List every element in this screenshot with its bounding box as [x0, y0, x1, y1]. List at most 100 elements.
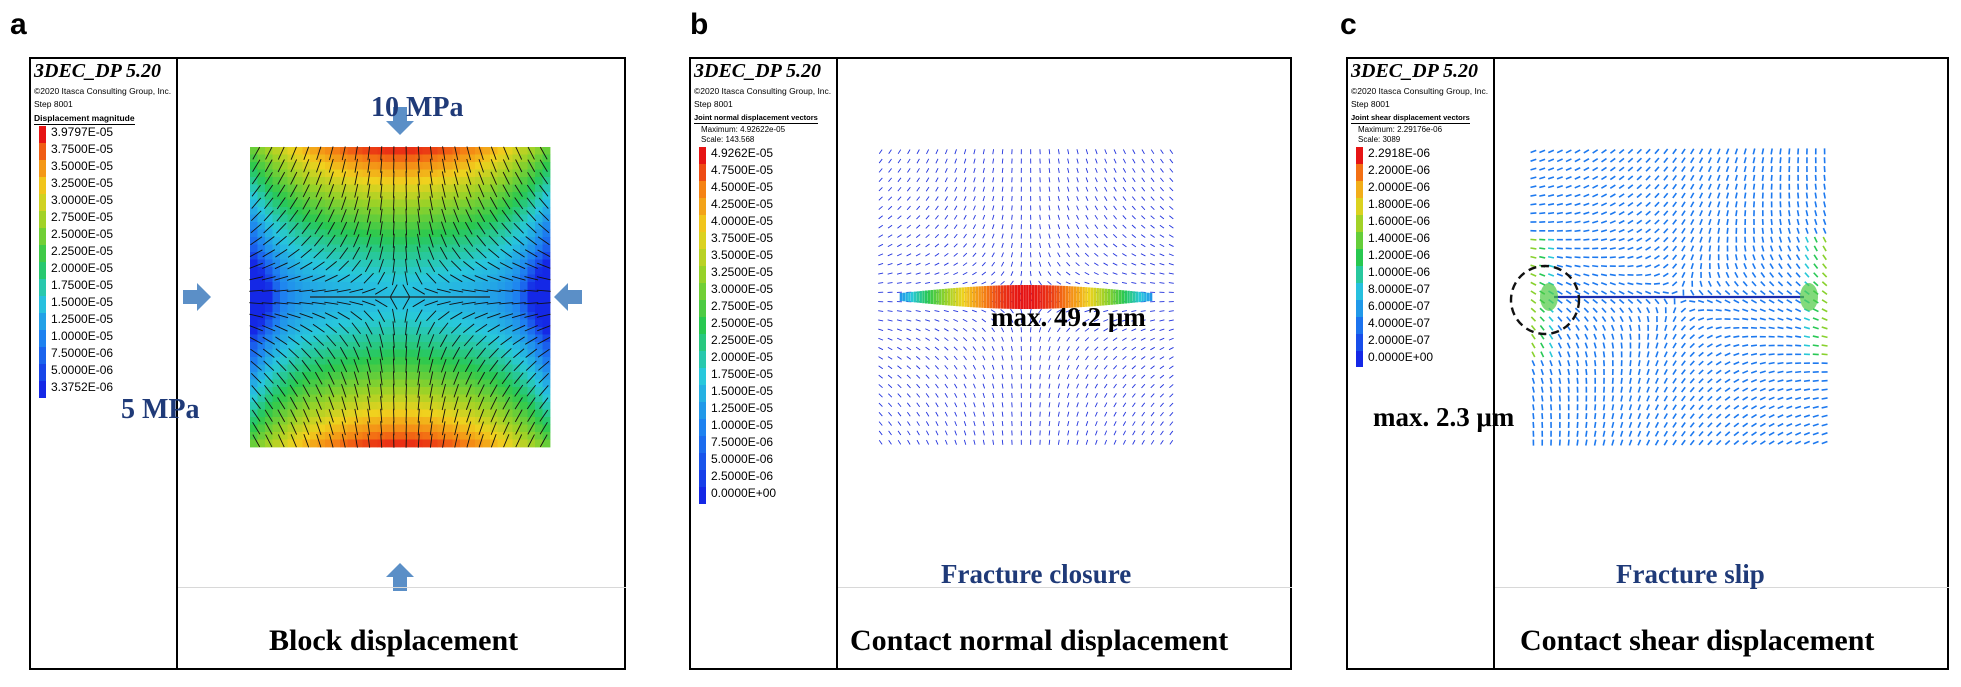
- legend-sidebar-a: 3DEC_DP 5.20 ©2020 Itasca Consulting Gro…: [31, 59, 178, 668]
- legend-label: 3.9797E-05: [51, 125, 114, 139]
- legend-swatch: [39, 143, 46, 160]
- max-annotation: max. 49.2 μm: [991, 302, 1146, 332]
- legend-swatch: [699, 385, 706, 402]
- legend-label: 1.5000E-05: [51, 295, 114, 309]
- legend-label: 4.9262E-05: [711, 146, 774, 160]
- legend-swatch: [1356, 198, 1363, 215]
- legend-label: 3.2500E-05: [711, 265, 774, 279]
- panel-letter-a: a: [10, 8, 27, 41]
- legend-swatch: [1356, 232, 1363, 249]
- app-title: 3DEC_DP 5.20: [1351, 60, 1479, 82]
- contact-shear-displacement-plot: [1509, 148, 1828, 446]
- contact-normal-displacement-plot: [878, 149, 1174, 445]
- legend-swatch: [699, 351, 706, 368]
- subtitle-fracture-slip: Fracture slip: [1616, 559, 1765, 589]
- legend-label: 4.5000E-05: [711, 180, 774, 194]
- legend-swatch: [1356, 300, 1363, 317]
- legend-label: 2.0000E-05: [51, 261, 114, 275]
- legend-swatch: [39, 364, 46, 381]
- separator-line: [1495, 587, 1949, 588]
- legend-label: 0.0000E+00: [711, 486, 777, 500]
- top-load-label: 10 MPa: [371, 92, 464, 123]
- legend-swatch: [699, 334, 706, 351]
- legend-swatch: [699, 266, 706, 283]
- legend-scale: Scale: 3089: [1358, 135, 1401, 144]
- legend-swatch: [699, 198, 706, 215]
- legend-label: 2.0000E-07: [1368, 333, 1431, 347]
- legend-label: 2.0000E-06: [1368, 180, 1431, 194]
- legend-swatch: [699, 419, 706, 436]
- legend-label: 7.5000E-06: [51, 346, 114, 360]
- legend-title: Joint normal displacement vectors: [694, 113, 818, 124]
- slip-tip-right: [1800, 283, 1818, 311]
- max-slip-circle: [1509, 264, 1581, 336]
- legend-swatch: [1356, 147, 1363, 164]
- app-title: 3DEC_DP 5.20: [34, 60, 162, 82]
- legend-label: 7.5000E-06: [711, 435, 774, 449]
- legend-swatch: [699, 215, 706, 232]
- legend-swatch: [699, 470, 706, 487]
- legend-label: 3.5000E-05: [711, 248, 774, 262]
- legend-label: 2.5000E-05: [51, 227, 114, 241]
- legend-swatch: [1356, 249, 1363, 266]
- step-label: Step 8001: [34, 99, 73, 109]
- legend-colorbar: [1356, 147, 1363, 367]
- legend-label: 1.2500E-05: [51, 312, 114, 326]
- legend-swatch: [39, 262, 46, 279]
- legend-label: 3.3752E-06: [51, 380, 114, 394]
- load-arrow-bottom: [386, 563, 414, 591]
- legend-label: 3.7500E-05: [711, 231, 774, 245]
- legend-swatch: [699, 317, 706, 334]
- legend-label: 8.0000E-07: [1368, 282, 1431, 296]
- displacement-vectors: [249, 146, 551, 448]
- legend-swatch: [39, 330, 46, 347]
- legend-colorbar: [39, 126, 46, 398]
- legend-swatch: [1356, 334, 1363, 351]
- step-label: Step 8001: [1351, 99, 1390, 109]
- legend-swatch: [39, 228, 46, 245]
- legend-swatch: [699, 164, 706, 181]
- caption-contact-normal: Contact normal displacement: [850, 624, 1229, 657]
- legend-swatch: [699, 283, 706, 300]
- legend-swatch: [39, 177, 46, 194]
- legend-swatch: [699, 249, 706, 266]
- side-load-label: 5 MPa: [121, 394, 200, 425]
- legend-swatch: [699, 232, 706, 249]
- legend-label: 1.5000E-05: [711, 384, 774, 398]
- legend-label: 1.8000E-06: [1368, 197, 1431, 211]
- legend-swatch: [39, 245, 46, 262]
- legend-swatch: [39, 313, 46, 330]
- legend-swatch: [39, 194, 46, 211]
- copyright-text: ©2020 Itasca Consulting Group, Inc.: [694, 86, 832, 96]
- legend-scale: Scale: 143.568: [701, 135, 755, 144]
- slip-tip-left: [1540, 283, 1558, 311]
- legend-label: 3.5000E-05: [51, 159, 114, 173]
- panel-c: 3DEC_DP 5.20 ©2020 Itasca Consulting Gro…: [1346, 57, 1949, 670]
- legend-swatch: [39, 347, 46, 364]
- legend-label: 1.0000E-06: [1368, 265, 1431, 279]
- legend-swatch: [699, 487, 706, 504]
- legend-swatch: [699, 300, 706, 317]
- legend-swatch: [1356, 266, 1363, 283]
- legend-sidebar-c: 3DEC_DP 5.20 ©2020 Itasca Consulting Gro…: [1348, 59, 1495, 668]
- legend-swatch: [39, 211, 46, 228]
- legend-swatch: [699, 402, 706, 419]
- legend-label: 2.2500E-05: [51, 244, 114, 258]
- separator-line: [178, 587, 626, 588]
- legend-title: Joint shear displacement vectors: [1351, 113, 1470, 124]
- load-arrow-top: [386, 107, 414, 135]
- panel-b: 3DEC_DP 5.20 ©2020 Itasca Consulting Gro…: [689, 57, 1292, 670]
- legend-swatch: [39, 296, 46, 313]
- legend-label: 1.4000E-06: [1368, 231, 1431, 245]
- copyright-text: ©2020 Itasca Consulting Group, Inc.: [1351, 86, 1489, 96]
- legend-swatch: [1356, 351, 1363, 367]
- load-arrow-left: [183, 283, 211, 311]
- load-arrow-right: [554, 283, 582, 311]
- legend-label: 2.2918E-06: [1368, 146, 1431, 160]
- legend-label: 3.7500E-05: [51, 142, 114, 156]
- legend-label: 3.0000E-05: [51, 193, 114, 207]
- legend-label: 3.0000E-05: [711, 282, 774, 296]
- legend-label: 5.0000E-06: [711, 452, 774, 466]
- legend-swatch: [699, 436, 706, 453]
- app-title: 3DEC_DP 5.20: [694, 60, 822, 82]
